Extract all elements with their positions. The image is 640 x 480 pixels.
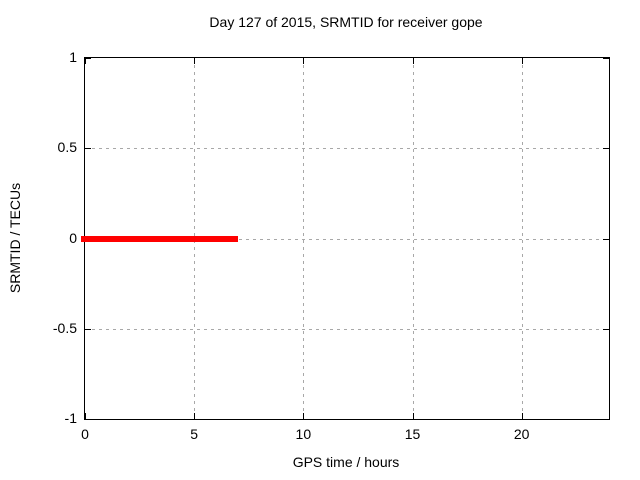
grid-line-y--0.5	[85, 328, 609, 330]
y-tick-left--1	[85, 419, 91, 420]
x-tick-label-0: 0	[81, 426, 89, 442]
y-tick-label--0.5: -0.5	[52, 319, 77, 336]
x-tick-bottom-0	[85, 413, 86, 419]
series-SRMTID-segment-0	[81, 235, 238, 242]
x-tick-top-5	[194, 58, 196, 64]
y-tick-label--1: -1	[64, 410, 77, 426]
x-tick-top-20	[521, 58, 523, 64]
x-tick-label-20: 20	[513, 426, 530, 442]
x-tick-bottom-5	[194, 413, 196, 419]
x-tick-label-15: 15	[404, 426, 421, 442]
y-tick-right-0.5	[603, 148, 609, 150]
y-tick-label-0: 0	[69, 229, 77, 246]
y-tick-right--1	[603, 419, 609, 420]
y-tick-right-1	[603, 58, 609, 59]
y-tick-label-0.5: 0.5	[57, 139, 77, 156]
y-tick-left-0.5	[85, 148, 91, 150]
x-tick-bottom-20	[521, 413, 523, 419]
y-tick-left--0.5	[85, 328, 91, 330]
chart-title: Day 127 of 2015, SRMTID for receiver gop…	[209, 14, 483, 30]
x-axis-label: GPS time / hours	[292, 454, 400, 470]
x-tick-top-10	[303, 58, 305, 64]
y-tick-right--0.5	[603, 328, 609, 330]
plot-area: 0 5 10 15 20 -1 -0.5 0 0.5 1	[53, 49, 610, 442]
grid-line-y-0	[85, 238, 609, 240]
x-tick-top-15	[412, 58, 414, 64]
x-tick-label-5: 5	[190, 426, 199, 442]
y-tick-left-1	[85, 58, 91, 59]
x-tick-bottom-10	[303, 413, 305, 419]
grid-line-y-0.5	[85, 148, 609, 150]
x-tick-bottom-15	[412, 413, 414, 419]
x-tick-top-0	[85, 58, 86, 64]
y-tick-right-0	[603, 238, 609, 240]
x-tick-label-10: 10	[295, 426, 312, 442]
y-tick-label-1: 1	[69, 49, 77, 65]
